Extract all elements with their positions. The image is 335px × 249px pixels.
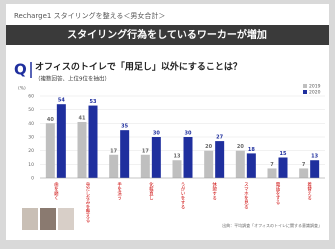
- value-label: 20: [237, 144, 244, 150]
- x-tick-label: スマホを見る: [243, 182, 248, 210]
- x-tick-label: 歯を磨く: [53, 181, 58, 201]
- value-label: 35: [121, 124, 128, 130]
- bar: [141, 155, 150, 178]
- bar: [120, 130, 129, 178]
- source: 出典：平均調査「オフィスのトイレに関する意識調査」: [222, 222, 322, 228]
- value-label: 27: [216, 135, 223, 141]
- bar: [89, 106, 98, 178]
- value-label: 15: [280, 151, 287, 157]
- bar: [215, 141, 224, 178]
- value-label: 17: [110, 148, 117, 154]
- x-tick-label: 電話をする: [275, 182, 280, 205]
- photo: [58, 208, 74, 230]
- value-label: 54: [58, 98, 65, 104]
- legend-swatch: [303, 84, 307, 88]
- x-tick-label: 手を洗う: [117, 181, 122, 202]
- bar: [184, 137, 193, 178]
- question-text: オフィスのトイレで「用足し」以外にすることは？: [35, 61, 242, 73]
- breadcrumb: Recharge1 スタイリングを整える＜男女合計＞: [14, 11, 165, 20]
- bar: [310, 160, 319, 178]
- value-label: 7: [302, 162, 306, 168]
- x-tick-label: 休憩する: [212, 181, 217, 201]
- value-label: 30: [153, 131, 160, 137]
- value-label: 7: [270, 162, 274, 168]
- q-mark: Q: [14, 61, 27, 79]
- bar: [279, 158, 288, 179]
- legend-label: 2019: [309, 84, 321, 90]
- bar: [152, 137, 161, 178]
- value-label: 53: [90, 99, 97, 105]
- y-tick-label: 20: [28, 148, 34, 154]
- value-label: 41: [79, 115, 86, 121]
- value-label: 17: [142, 148, 149, 154]
- x-tick-label: 着替える: [307, 181, 312, 201]
- bar: [57, 104, 66, 178]
- photo: [22, 208, 38, 230]
- y-tick-label: 60: [28, 94, 34, 100]
- legend-swatch: [303, 90, 307, 94]
- bar: [46, 123, 55, 178]
- banner-text: スタイリング行為をしているワーカーが増加: [67, 28, 267, 41]
- legend-label: 2020: [309, 90, 321, 96]
- x-tick-label: うがいをする: [180, 182, 185, 210]
- bar: [204, 151, 213, 178]
- value-label: 30: [185, 131, 192, 137]
- x-tick-label: 身だしなみを整える: [85, 181, 90, 223]
- y-unit: (%): [18, 86, 26, 92]
- value-label: 13: [311, 154, 318, 160]
- photo: [40, 208, 56, 230]
- question-note: （複数回答、上位9位を抽出）: [35, 75, 110, 83]
- y-tick-label: 10: [28, 162, 34, 168]
- bar: [236, 151, 245, 178]
- y-tick-label: 0: [31, 176, 34, 182]
- value-label: 40: [47, 117, 54, 123]
- y-tick-label: 40: [28, 121, 34, 127]
- value-label: 20: [205, 144, 212, 150]
- bar: [299, 168, 308, 178]
- slide: Recharge1 スタイリングを整える＜男女合計＞ スタイリング行為をしている…: [0, 0, 335, 245]
- y-tick-label: 50: [28, 107, 34, 113]
- value-label: 18: [248, 147, 255, 153]
- bar: [268, 168, 277, 178]
- bar: [247, 153, 256, 178]
- value-label: 13: [174, 154, 181, 160]
- bar: [78, 122, 87, 178]
- y-tick-label: 30: [28, 135, 34, 141]
- x-tick-label: 化粧直し: [148, 181, 153, 201]
- bar: [109, 155, 118, 178]
- bar: [173, 160, 182, 178]
